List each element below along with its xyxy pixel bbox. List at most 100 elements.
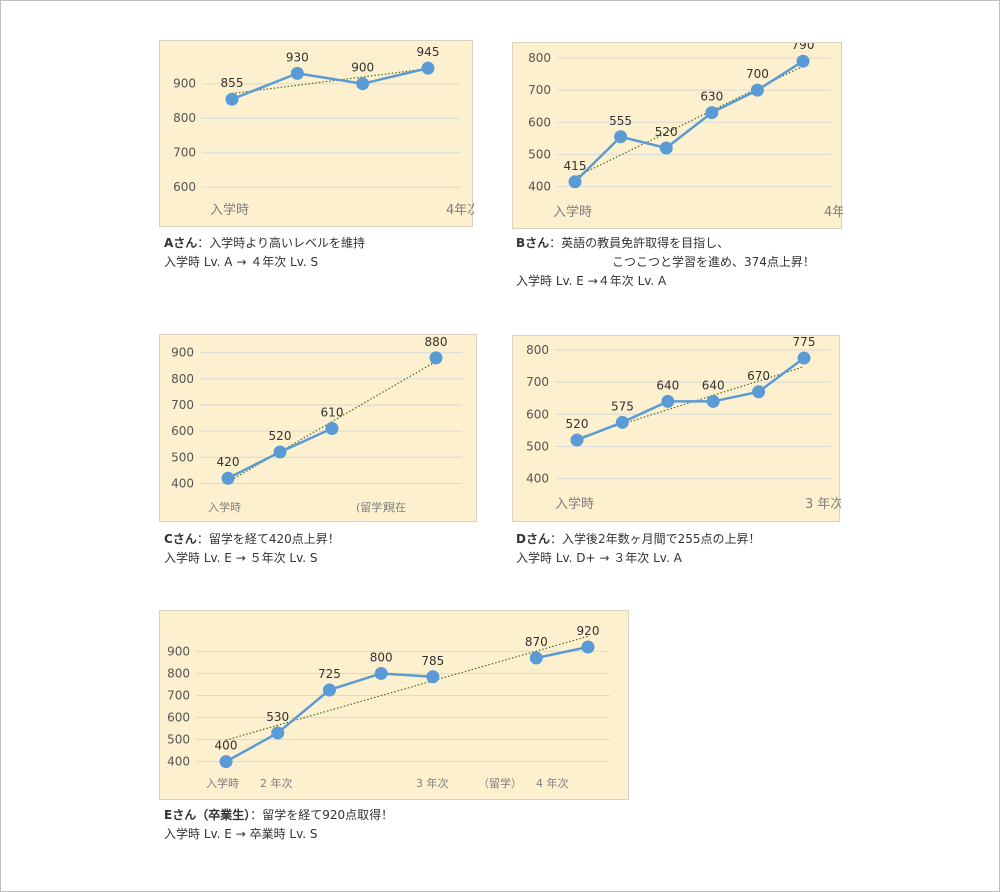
y-tick-label: 400 <box>528 180 551 194</box>
data-point <box>797 351 811 365</box>
trend-line <box>231 68 429 95</box>
y-tick-label: 400 <box>167 755 190 769</box>
y-tick-label: 800 <box>171 372 194 386</box>
y-tick-label: 400 <box>526 472 549 486</box>
caption-d: Dさん：入学後2年数ヶ月間で255点の上昇！ 入学時 Lv. D+ → ３年次 … <box>516 530 761 568</box>
x-category-label: 入学時 <box>555 496 594 512</box>
data-label: 530 <box>266 710 289 724</box>
y-tick-label: 500 <box>528 147 551 161</box>
data-label: 790 <box>792 43 815 52</box>
data-label: 670 <box>747 369 770 383</box>
y-tick-label: 500 <box>171 450 194 464</box>
data-point <box>374 666 388 680</box>
data-point <box>273 445 287 459</box>
data-label: 640 <box>702 378 725 392</box>
caption-e: Eさん（卒業生）：留学を経て920点取得！ 入学時 Lv. E → 卒業時 Lv… <box>164 806 393 844</box>
caption-c-line2: 入学時 Lv. E → ５年次 Lv. S <box>164 551 318 565</box>
data-label: 520 <box>269 429 292 443</box>
caption-a: Aさん：入学時より高いレベルを維持 入学時 Lv. A → ４年次 Lv. S <box>164 234 365 272</box>
data-label: 555 <box>609 114 632 128</box>
data-point <box>706 394 720 408</box>
data-label: 420 <box>217 455 240 469</box>
caption-d-line1: ：入学後2年数ヶ月間で255点の上昇！ <box>549 532 761 546</box>
y-tick-label: 700 <box>167 688 190 702</box>
data-point <box>661 394 675 408</box>
x-category-label: 2 年次 <box>260 776 293 790</box>
y-tick-label: 700 <box>171 398 194 412</box>
data-point <box>221 471 235 485</box>
x-category-label: 現在 <box>384 501 406 514</box>
data-label: 800 <box>370 650 393 664</box>
y-tick-label: 600 <box>528 115 551 129</box>
y-tick-label: 800 <box>526 343 549 357</box>
caption-d-name: Dさん <box>516 532 550 546</box>
caption-e-name: Eさん（卒業生） <box>164 808 251 822</box>
data-label: 610 <box>321 406 344 420</box>
data-point <box>322 683 336 697</box>
data-label: 700 <box>746 67 769 81</box>
chart-panel-e: 400 500 600 700 800 900 400 530 725 800 785 870 920 入… <box>159 610 629 800</box>
x-category-label: 入学時 <box>206 776 239 790</box>
data-point <box>615 415 629 429</box>
caption-e-line1: ：留学を経て920点取得！ <box>250 808 394 822</box>
chart-e-svg: 400 500 600 700 800 900 400 530 725 800 785 870 920 入… <box>167 624 610 790</box>
x-category-label: （留学） <box>478 776 522 790</box>
caption-c-line1: ：留学を経て420点上昇！ <box>196 532 340 546</box>
y-tick-label: 600 <box>167 711 190 725</box>
x-category-label: (留学) <box>356 500 387 514</box>
caption-a-line2: 入学時 Lv. A → ４年次 Lv. S <box>164 255 319 269</box>
data-label: 630 <box>700 90 723 104</box>
caption-a-line1: ：入学時より高いレベルを維持 <box>197 236 366 250</box>
data-label: 725 <box>318 667 341 681</box>
data-label: 900 <box>351 61 374 75</box>
data-label: 775 <box>793 336 816 349</box>
data-point <box>225 92 239 106</box>
x-category-label: 入学時 <box>553 204 592 220</box>
series-line <box>576 357 805 442</box>
y-tick-label: 800 <box>167 666 190 680</box>
series-line <box>574 60 804 183</box>
y-tick-label: 600 <box>526 407 549 421</box>
chart-c-svg: 400 500 600 700 800 900 420 520 610 880 入学時 (留学)現在 <box>171 335 462 514</box>
caption-b: Bさん：英語の教員免許取得を目指し、 こつこつと学習を進め、374点上昇！ 入学… <box>516 234 815 291</box>
caption-b-name: Bさん <box>516 236 550 250</box>
y-tick-label: 400 <box>171 476 194 490</box>
data-point <box>570 433 584 447</box>
chart-panel-b: 400 500 600 700 800 415 555 520 630 700 790 入学時 4年次 <box>512 42 843 229</box>
caption-b-line3: 入学時 Lv. E →４年次 Lv. A <box>516 274 667 288</box>
chart-panel-d: 400 500 600 700 800 520 575 640 640 670 775 入学時 3 年次 <box>512 335 841 522</box>
data-point <box>705 106 719 120</box>
data-point <box>659 141 673 155</box>
data-label: 855 <box>221 76 244 90</box>
data-point <box>750 83 764 97</box>
data-point <box>568 175 582 189</box>
x-category-label: 4 年次 <box>536 776 569 790</box>
y-tick-label: 900 <box>167 644 190 658</box>
x-category-label: 入学時 <box>208 500 241 514</box>
caption-c-name: Cさん <box>164 532 197 546</box>
x-category-label: 4年次 <box>446 202 474 218</box>
data-label: 870 <box>525 635 548 649</box>
y-tick-label: 500 <box>167 733 190 747</box>
y-tick-label: 600 <box>171 424 194 438</box>
caption-c: Cさん：留学を経て420点上昇！ 入学時 Lv. E → ５年次 Lv. S <box>164 530 340 568</box>
data-label: 920 <box>577 624 600 638</box>
chart-d-svg: 400 500 600 700 800 520 575 640 640 670 775 入学時 3 年次 <box>526 336 841 512</box>
y-tick-label: 700 <box>528 83 551 97</box>
data-point <box>429 351 443 365</box>
y-tick-label: 800 <box>528 51 551 65</box>
chart-panel-c: 400 500 600 700 800 900 420 520 610 880 入学時 (留学) 現在 <box>159 334 477 522</box>
caption-d-line2: 入学時 Lv. D+ → ３年次 Lv. A <box>516 551 682 565</box>
chart-panel-a: 600 700 800 900 855 930 900 945 入学時 4年次 <box>159 40 474 227</box>
data-point <box>796 54 810 68</box>
y-tick-label: 500 <box>526 439 549 453</box>
data-label: 575 <box>611 399 634 413</box>
data-label: 785 <box>421 654 444 668</box>
trend-line <box>227 360 437 483</box>
data-point <box>219 755 233 769</box>
y-tick-label: 900 <box>171 346 194 360</box>
x-category-label: 3 年次 <box>416 776 449 790</box>
caption-b-line1: ：英語の教員免許取得を目指し、 <box>549 236 730 250</box>
y-tick-label: 800 <box>173 111 196 125</box>
caption-a-name: Aさん <box>164 236 198 250</box>
